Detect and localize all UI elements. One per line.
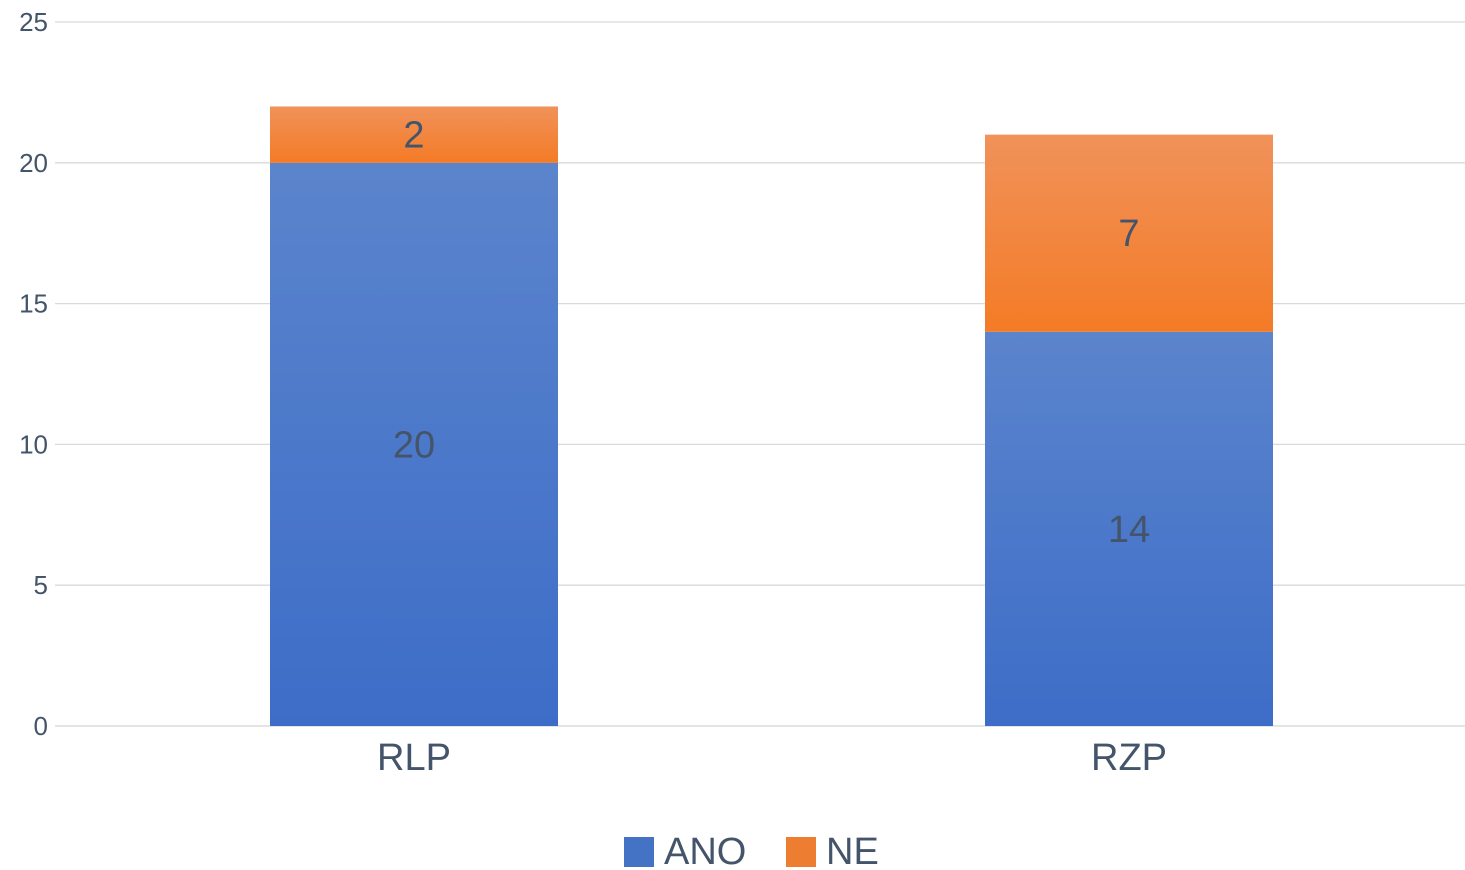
legend-label-ano: ANO — [664, 831, 746, 870]
y-tick-label-10: 10 — [19, 429, 48, 459]
y-tick-label-15: 15 — [19, 289, 48, 319]
y-tick-label-5: 5 — [34, 570, 48, 600]
data-label-ne-rlp: 2 — [403, 115, 424, 157]
data-label-ano-rlp: 20 — [393, 424, 435, 466]
y-axis-tick-labels: 0 5 10 15 20 25 — [19, 7, 48, 741]
y-tick-label-20: 20 — [19, 148, 48, 178]
bar-ne-rlp — [270, 106, 558, 163]
x-axis-category-labels: RLP RZP — [377, 737, 1167, 779]
bars — [270, 106, 1273, 727]
legend: ANO NE — [624, 831, 879, 870]
y-tick-label-25: 25 — [19, 7, 48, 37]
bar-ne-rzp — [985, 134, 1273, 332]
data-label-ano-rzp: 14 — [1108, 509, 1150, 551]
y-tick-label-0: 0 — [34, 711, 48, 741]
x-category-label-rlp: RLP — [377, 737, 451, 779]
x-category-label-rzp: RZP — [1091, 737, 1167, 779]
legend-swatch-ano — [624, 837, 654, 867]
data-labels: 20 2 14 7 — [393, 115, 1150, 551]
bar-ano-rzp — [985, 331, 1273, 726]
legend-swatch-ne — [786, 837, 816, 867]
data-label-ne-rzp: 7 — [1118, 213, 1139, 255]
legend-label-ne: NE — [826, 831, 879, 870]
bar-ano-rlp — [270, 162, 558, 727]
